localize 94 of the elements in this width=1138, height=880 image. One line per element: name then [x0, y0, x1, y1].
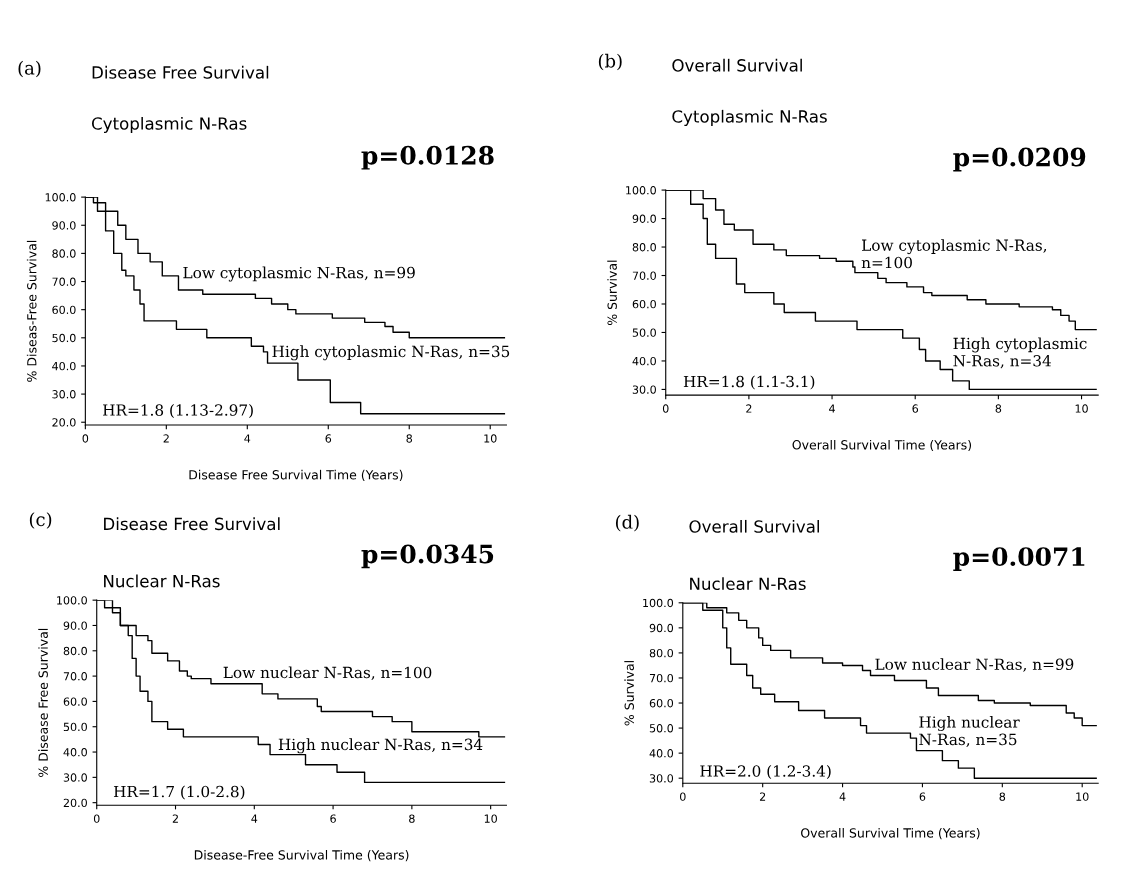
text: (c): [29, 512, 52, 529]
x-axis-title: Disease Free Survival Time (Years): [189, 469, 403, 481]
y-tick-label: 90.0: [63, 621, 87, 630]
y-tick-label: 50.0: [649, 724, 674, 733]
x-axis-title: Overall Survival Time (Years): [801, 827, 980, 840]
text: p=0.0128: [361, 145, 494, 170]
x-tick-label: 10: [484, 434, 497, 443]
x-tick-label: 8: [995, 404, 1002, 413]
y-tick-label: 40.0: [63, 748, 87, 757]
y-tick-label: 80.0: [649, 648, 674, 658]
annotation: High cytoplasmic N-Ras, n=34: [953, 337, 1087, 369]
annotation: HR=1.8 (1.1-3.1): [683, 375, 815, 390]
chart-title: Overall Survival: [689, 519, 819, 533]
x-axis-title: Overall Survival Time (Years): [792, 439, 972, 452]
x-tick-label: 2: [172, 814, 178, 823]
y-tick-label: 50.0: [52, 333, 76, 343]
y-axis-title: % Survival: [607, 260, 617, 326]
annotation: High nuclear N-Ras, n=34: [278, 738, 483, 754]
annotation: Low nuclear N-Ras, n=100: [223, 666, 432, 681]
text: (d): [615, 514, 639, 532]
y-axis-title: % Diseas-Free Survival: [26, 240, 37, 382]
chart-subtitle: Cytoplasmic N-Ras: [91, 116, 247, 134]
x-tick-label: 10: [1075, 404, 1088, 413]
y-tick-label: 90.0: [649, 623, 674, 633]
y-tick-label: 30.0: [632, 385, 656, 394]
annotation: HR=1.7 (1.0-2.8): [113, 785, 245, 800]
chart-subtitle: Nuclear N-Ras: [690, 577, 806, 591]
y-tick-label: 60.0: [52, 305, 76, 315]
x-tick-label: 8: [999, 792, 1006, 801]
y-tick-label: 80.0: [63, 646, 87, 656]
x-tick-label: 10: [484, 814, 497, 823]
x-axis-title: Disease-Free Survival Time (Years): [194, 849, 409, 862]
x-tick-label: 0: [662, 404, 669, 413]
annotation: High cytoplasmic N-Ras, n=35: [272, 345, 510, 361]
x-tick-label: 2: [746, 404, 752, 413]
y-tick-label: 30.0: [649, 774, 674, 783]
y-tick-label: 40.0: [649, 749, 674, 758]
x-tick-label: 4: [839, 792, 846, 801]
x-tick-label: 4: [251, 814, 258, 823]
annotation: Low cytoplasmic N-Ras, n=99: [183, 266, 415, 282]
y-tick-label: 100.0: [643, 598, 674, 608]
x-tick-label: 8: [409, 814, 415, 823]
chart-subtitle: Cytoplasmic N-Ras: [672, 109, 827, 126]
x-tick-label: 6: [325, 434, 332, 443]
x-tick-label: 2: [759, 792, 766, 801]
chart-title: Disease Free Survival: [104, 517, 280, 531]
x-tick-label: 8: [406, 434, 413, 443]
y-tick-label: 60.0: [63, 697, 87, 706]
text: p=0.0209: [953, 147, 1086, 172]
y-tick-label: 90.0: [632, 214, 656, 223]
y-tick-label: 80.0: [632, 243, 656, 252]
x-tick-label: 4: [829, 404, 835, 413]
y-tick-label: 40.0: [632, 356, 656, 366]
annotation: Low cytoplasmic N-Ras, n=100: [861, 239, 1047, 269]
chart-subtitle: Nuclear N-Ras: [104, 574, 220, 588]
y-tick-label: 70.0: [52, 277, 76, 286]
y-tick-label: 20.0: [63, 798, 87, 808]
y-tick-label: 50.0: [632, 328, 656, 337]
x-tick-label: 0: [93, 814, 100, 823]
annotation: High nuclear N-Ras, n=35: [919, 716, 1020, 748]
text: (a): [18, 60, 41, 78]
y-tick-label: 80.0: [52, 249, 76, 258]
y-tick-label: 90.0: [52, 221, 76, 230]
y-axis-title: % Survival: [624, 661, 634, 726]
y-tick-label: 20.0: [52, 418, 76, 427]
text: p=0.0345: [361, 544, 494, 569]
x-tick-label: 0: [680, 792, 686, 801]
annotation: HR=2.0 (1.2-3.4): [700, 764, 831, 779]
y-axis-title: % Disease Free Survival: [38, 628, 48, 777]
text: p=0.0071: [953, 547, 1085, 571]
y-tick-label: 70.0: [63, 672, 87, 681]
x-tick-label: 2: [163, 434, 169, 443]
x-tick-label: 6: [330, 814, 336, 823]
x-tick-label: 4: [244, 434, 251, 443]
y-tick-label: 60.0: [632, 299, 656, 309]
y-tick-label: 40.0: [52, 361, 76, 371]
x-tick-label: 10: [1076, 792, 1089, 801]
x-tick-label: 6: [919, 792, 926, 801]
x-tick-label: 6: [912, 404, 919, 413]
annotation: HR=1.8 (1.13-2.97): [103, 403, 253, 418]
y-tick-label: 60.0: [649, 699, 674, 708]
chart-title: Disease Free Survival: [92, 65, 269, 79]
y-tick-label: 100.0: [626, 186, 656, 195]
y-tick-label: 30.0: [63, 773, 87, 782]
y-tick-label: 70.0: [649, 673, 674, 683]
annotation: Low nuclear N-Ras, n=99: [875, 658, 1074, 672]
y-tick-label: 100.0: [57, 596, 87, 605]
y-tick-label: 30.0: [52, 390, 76, 399]
y-tick-label: 50.0: [63, 722, 87, 732]
y-tick-label: 100.0: [45, 193, 76, 202]
x-tick-label: 0: [82, 434, 89, 443]
chart-title: Overall Survival: [672, 58, 802, 72]
y-tick-label: 70.0: [632, 271, 656, 280]
text: (b): [598, 53, 622, 71]
